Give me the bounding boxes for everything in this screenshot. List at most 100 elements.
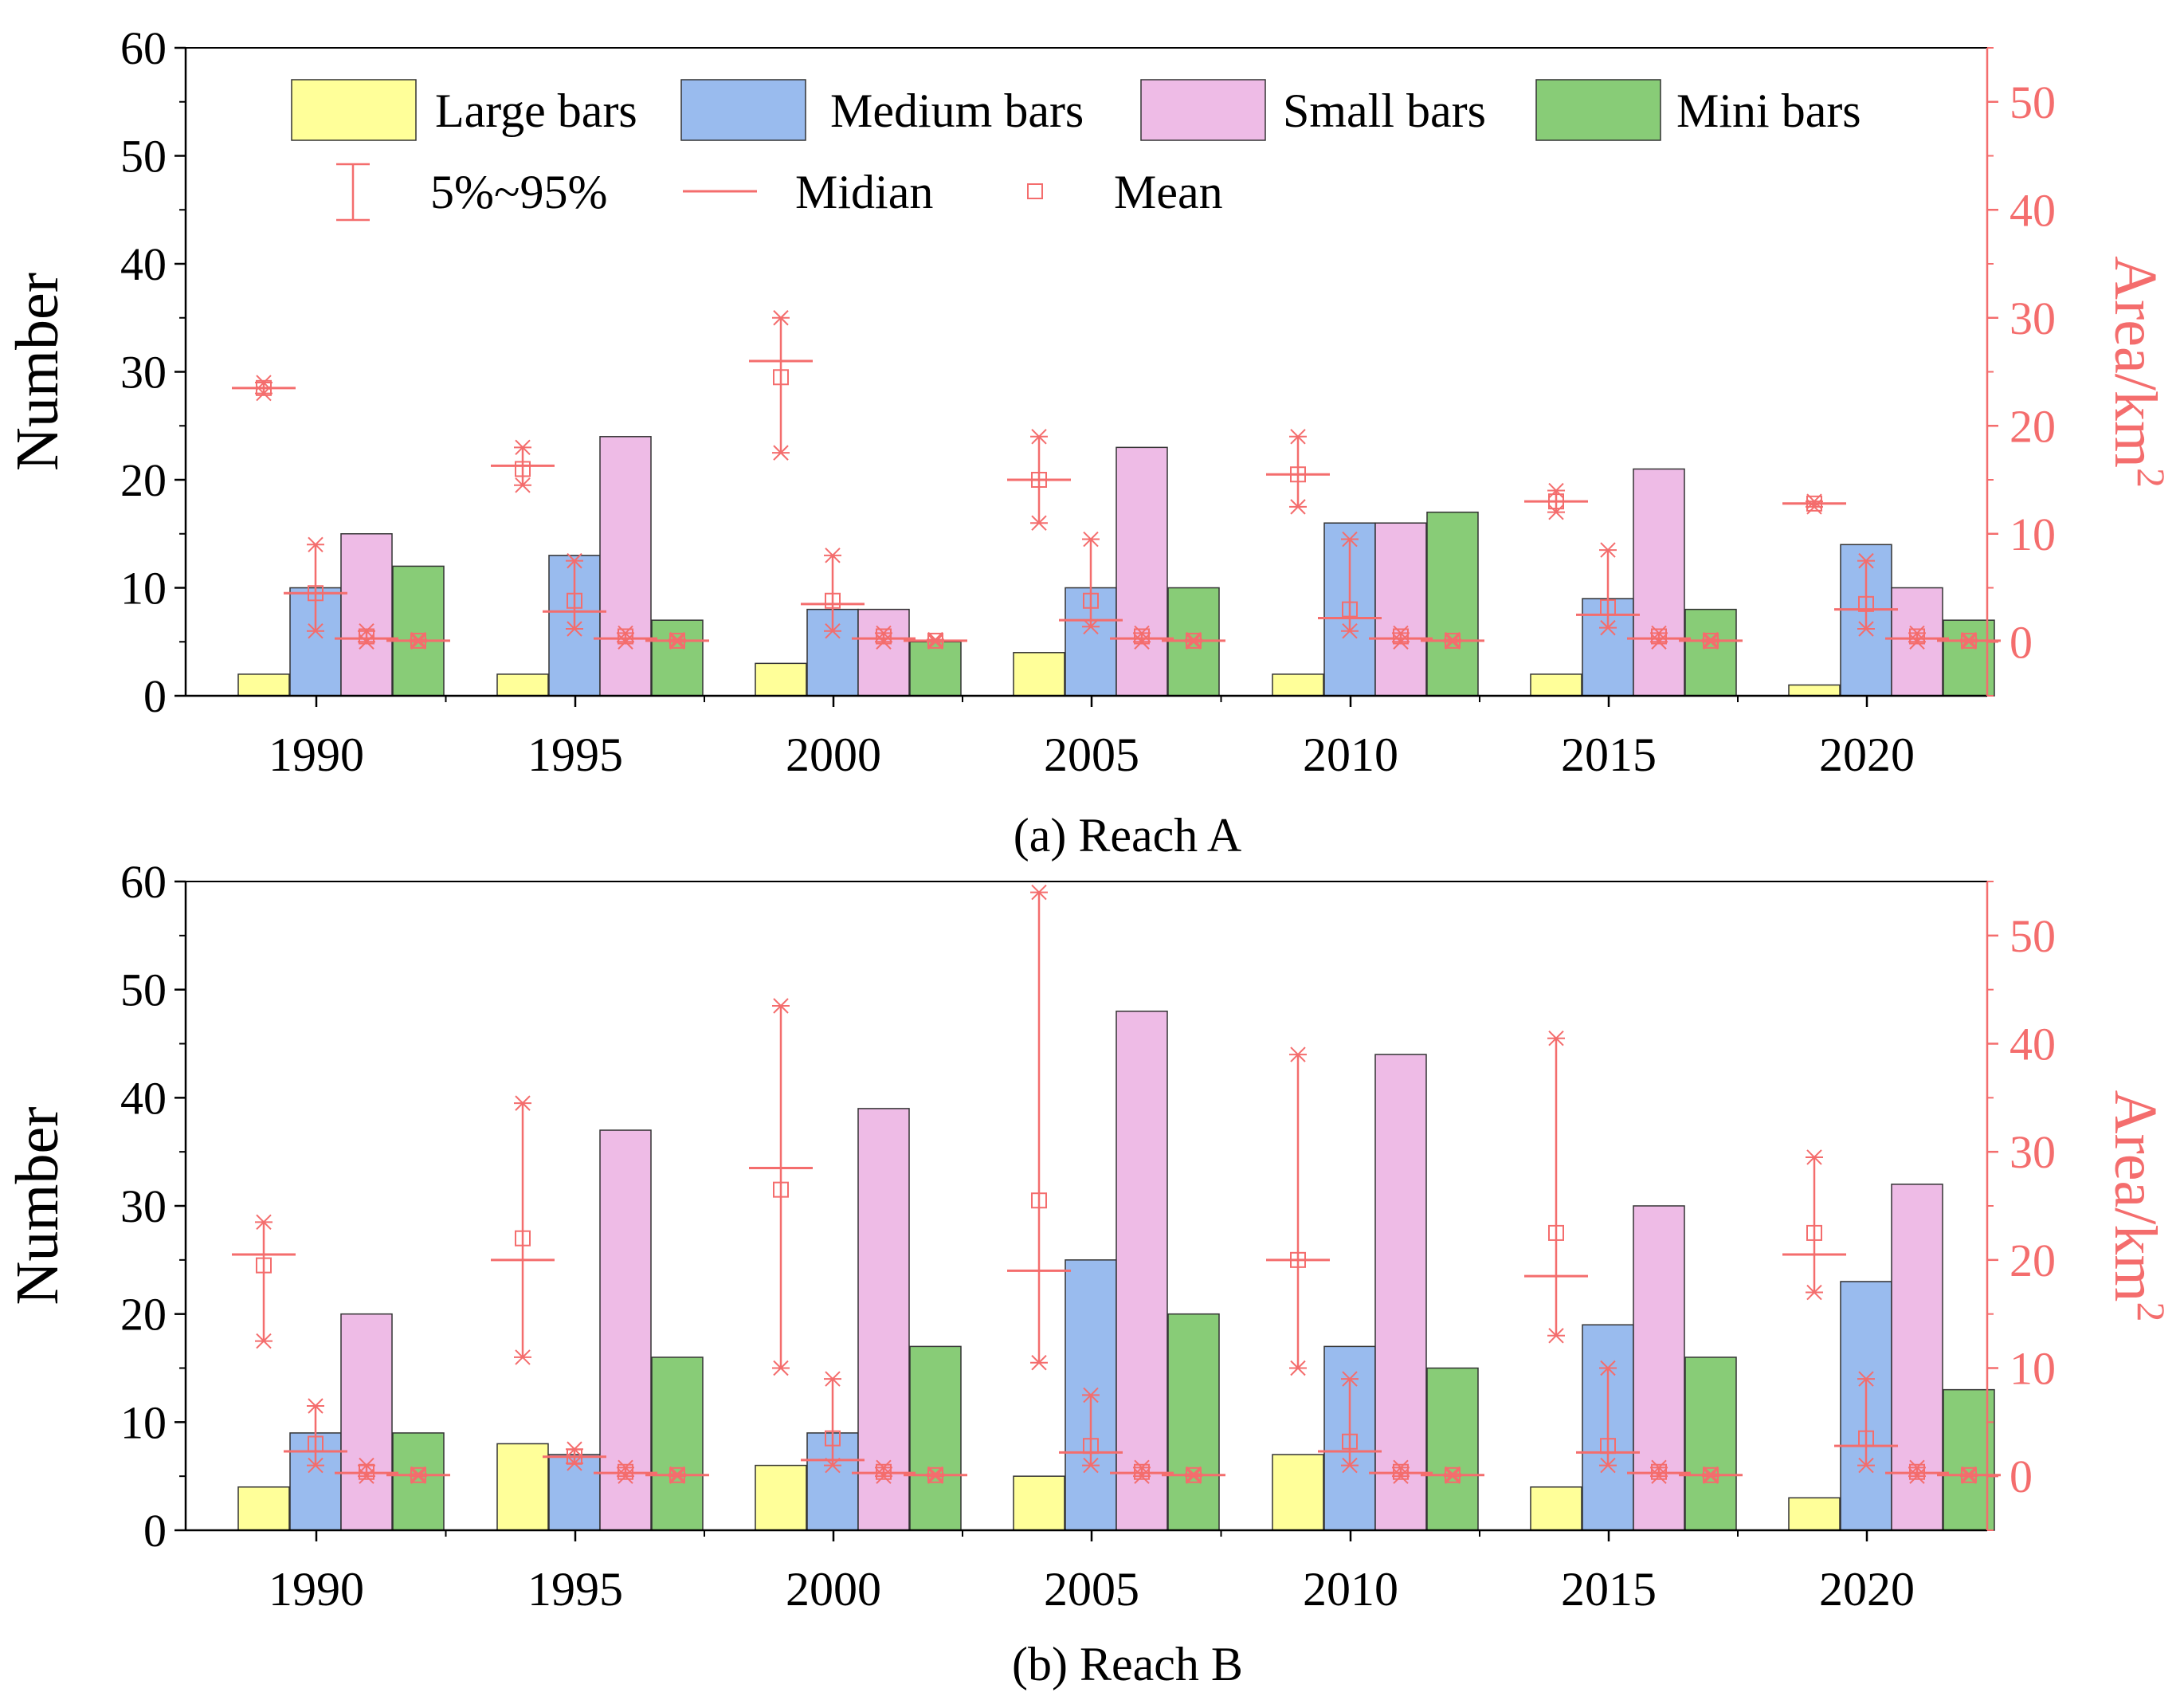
p5-marker-large-bars-2015 <box>1547 1328 1565 1344</box>
mean-large-bars-1995 <box>515 1230 531 1247</box>
p95-marker-medium-bars-1995 <box>566 552 583 569</box>
y2-tick-label: 10 <box>2010 508 2056 560</box>
y2-axis-title-superscript: 2 <box>2129 1302 2174 1321</box>
mean-small-bars-2010 <box>1393 628 1409 645</box>
p95-marker-medium-bars-2000 <box>824 548 841 563</box>
bar-small-bars-2005 <box>1116 1011 1168 1531</box>
mean-mini-bars-1990 <box>410 1467 426 1483</box>
legend-label-medium-bars: Medium bars <box>830 84 1084 137</box>
bar-mini-bars-2000 <box>909 641 962 697</box>
p95-marker-large-bars-1990 <box>255 1214 273 1231</box>
mean-large-bars-2000 <box>773 1181 789 1198</box>
p95-marker-large-bars-1995 <box>514 439 531 456</box>
y2-axis-title: Area/km2 <box>2102 256 2174 488</box>
y2-axis-title-base: Area/km <box>2102 256 2169 468</box>
y2-tick-label: 50 <box>2010 77 2056 128</box>
y-tick-label: 40 <box>120 238 167 290</box>
y2-axis-title-superscript: 2 <box>2129 468 2174 488</box>
p5-marker-large-bars-2015 <box>1547 504 1565 520</box>
p95-marker-large-bars-2010 <box>1289 1046 1307 1062</box>
bar-small-bars-2015 <box>1633 468 1685 697</box>
y-tick-label: 0 <box>143 1505 167 1557</box>
bar-large-bars-1990 <box>237 1486 290 1531</box>
bar-large-bars-2005 <box>1013 1475 1065 1531</box>
bar-small-bars-1990 <box>340 533 393 697</box>
mean-large-bars-2005 <box>1031 1192 1047 1209</box>
p5-marker-medium-bars-1990 <box>307 622 324 639</box>
mean-mini-bars-2000 <box>927 632 943 649</box>
mean-mini-bars-2010 <box>1445 1467 1461 1483</box>
bar-large-bars-2010 <box>1272 1454 1324 1531</box>
bar-mini-bars-2010 <box>1426 1367 1479 1531</box>
bar-small-bars-2020 <box>1891 587 1943 697</box>
y2-axis-title-base: Area/km <box>2102 1090 2169 1302</box>
bar-mini-bars-2005 <box>1167 1313 1220 1531</box>
x-tick-label: 2020 <box>1819 728 1915 781</box>
mean-medium-bars-2020 <box>1858 595 1874 612</box>
p5-marker-large-bars-1995 <box>514 477 531 493</box>
p5-marker-large-bars-1990 <box>255 1333 273 1349</box>
mean-mini-bars-2005 <box>1186 632 1202 649</box>
p95-marker-large-bars-2000 <box>772 998 790 1014</box>
bar-small-bars-2015 <box>1633 1205 1685 1531</box>
legend-swatch-medium-bars <box>680 79 806 141</box>
chart-caption: (a) Reach A <box>1014 809 1242 862</box>
p95-marker-large-bars-2000 <box>772 310 790 326</box>
p5-marker-large-bars-2010 <box>1289 1360 1307 1376</box>
mean-medium-bars-2015 <box>1600 1438 1616 1455</box>
mean-small-bars-2005 <box>1134 628 1150 645</box>
y2-tick-label: 0 <box>2010 616 2033 668</box>
p95-marker-medium-bars-2005 <box>1082 531 1100 548</box>
x-tick-label: 1995 <box>527 728 623 781</box>
p5-marker-medium-bars-1995 <box>566 621 583 637</box>
bar-small-bars-1995 <box>599 436 652 697</box>
bar-large-bars-2015 <box>1530 1486 1582 1531</box>
bar-medium-bars-1995 <box>548 1454 601 1531</box>
mean-mini-bars-2010 <box>1445 632 1461 649</box>
y-tick-label: 50 <box>120 131 167 183</box>
p5-marker-large-bars-2020 <box>1806 1284 1823 1301</box>
mean-small-bars-1995 <box>618 1463 633 1480</box>
bar-mini-bars-1995 <box>651 619 704 697</box>
mean-medium-bars-1990 <box>308 1435 323 1452</box>
legend-label-median: Midian <box>795 166 933 218</box>
p5-marker-large-bars-2000 <box>772 1360 790 1376</box>
mean-small-bars-2020 <box>1909 1463 1925 1480</box>
bar-large-bars-2020 <box>1788 684 1841 697</box>
mean-large-bars-2010 <box>1290 1251 1306 1268</box>
y2-tick-label: 40 <box>2010 184 2056 236</box>
y-tick-label: 60 <box>120 22 167 74</box>
y2-tick-label: 10 <box>2010 1343 2056 1395</box>
y2-tick-label: 40 <box>2010 1019 2056 1070</box>
y-tick-label: 20 <box>120 454 167 506</box>
y-tick-label: 30 <box>120 347 167 399</box>
y2-axis-title: Area/km2 <box>2102 1090 2174 1322</box>
bar-large-bars-2000 <box>755 662 807 697</box>
mean-small-bars-2000 <box>876 628 892 645</box>
y-axis-title: Number <box>4 1106 71 1305</box>
mean-medium-bars-2010 <box>1342 601 1358 618</box>
mean-small-bars-2000 <box>876 1463 892 1480</box>
p5-marker-medium-bars-1990 <box>307 1457 324 1474</box>
p5-marker-medium-bars-2015 <box>1599 1457 1617 1474</box>
y-tick-label: 10 <box>120 1396 167 1448</box>
bar-mini-bars-1990 <box>392 565 445 697</box>
x-tick-label: 2005 <box>1044 728 1139 781</box>
mean-small-bars-1990 <box>359 1463 374 1480</box>
chart-caption: (b) Reach B <box>1012 1638 1243 1690</box>
mean-medium-bars-2020 <box>1858 1430 1874 1447</box>
p95-marker-medium-bars-2020 <box>1857 1371 1875 1387</box>
y-tick-label: 60 <box>120 856 167 908</box>
mean-medium-bars-2010 <box>1342 1433 1358 1450</box>
bar-large-bars-2010 <box>1272 673 1324 697</box>
legend-label-large-bars: Large bars <box>435 84 637 137</box>
chart-panel-a: 0 10 20 30 40 50 60 0 10 20 30 40 50 1990 1995 2000 2005… <box>4 22 2174 862</box>
mean-mini-bars-2020 <box>1961 632 1977 649</box>
p95-marker-large-bars-2005 <box>1030 884 1048 901</box>
p5-marker-medium-bars-2015 <box>1599 619 1617 636</box>
legend-label-mean: Mean <box>1114 166 1223 218</box>
p5-marker-medium-bars-2010 <box>1341 622 1359 639</box>
p5-marker-large-bars-1995 <box>514 1349 531 1365</box>
x-tick-label: 1990 <box>269 728 364 781</box>
